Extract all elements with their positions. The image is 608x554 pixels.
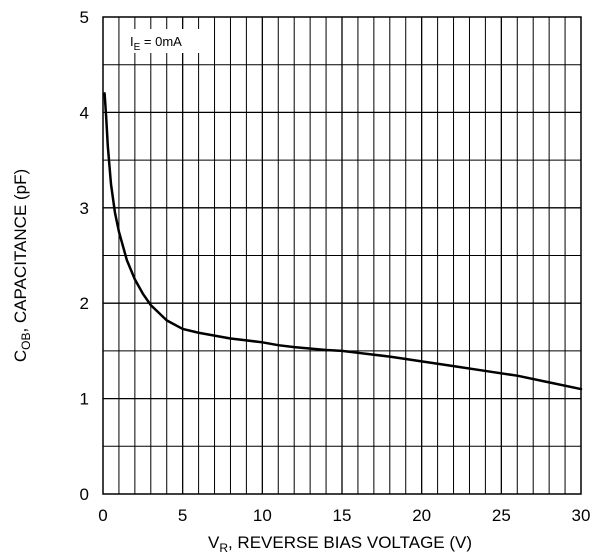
y-axis-label-sub: OB bbox=[19, 333, 33, 350]
y-axis-label: COB, CAPACITANCE (pF) bbox=[11, 169, 33, 362]
x-axis-label-rest: , REVERSE BIAS VOLTAGE (V) bbox=[228, 533, 472, 552]
x-tick-label: 25 bbox=[492, 506, 511, 525]
x-axis-label-sub: R bbox=[219, 541, 228, 554]
series-line-capacitance bbox=[103, 92, 583, 391]
x-tick-label: 20 bbox=[412, 506, 431, 525]
y-tick-label: 0 bbox=[80, 485, 89, 504]
x-tick-label: 0 bbox=[98, 506, 107, 525]
y-tick-labels: 0 1 2 3 4 5 bbox=[80, 8, 89, 504]
x-axis-label-main: V bbox=[208, 533, 220, 552]
plot-frame bbox=[102, 16, 582, 495]
y-axis-label-rest: , CAPACITANCE (pF) bbox=[11, 169, 30, 333]
annotation-main: I bbox=[130, 34, 134, 49]
x-tick-label: 10 bbox=[253, 506, 272, 525]
y-tick-label: 2 bbox=[80, 294, 89, 313]
annotation-rest: = 0mA bbox=[140, 34, 182, 49]
grid-major-lines bbox=[103, 17, 581, 494]
annotation-sub: E bbox=[134, 42, 141, 53]
annotation-background bbox=[124, 29, 204, 53]
y-tick-label: 5 bbox=[80, 8, 89, 27]
x-tick-labels: 0 5 10 15 20 25 30 bbox=[98, 506, 590, 525]
y-tick-label: 3 bbox=[80, 199, 89, 218]
x-tick-label: 5 bbox=[178, 506, 187, 525]
x-axis-label: VR, REVERSE BIAS VOLTAGE (V) bbox=[208, 533, 472, 554]
x-tick-label: 15 bbox=[333, 506, 352, 525]
y-axis-label-main: C bbox=[11, 350, 30, 362]
x-tick-label: 30 bbox=[572, 506, 591, 525]
annotation-box: IE = 0mA bbox=[124, 29, 204, 53]
annotation-ie-label: IE = 0mA bbox=[130, 34, 182, 53]
y-tick-label: 4 bbox=[80, 103, 89, 122]
y-tick-label: 1 bbox=[80, 390, 89, 409]
